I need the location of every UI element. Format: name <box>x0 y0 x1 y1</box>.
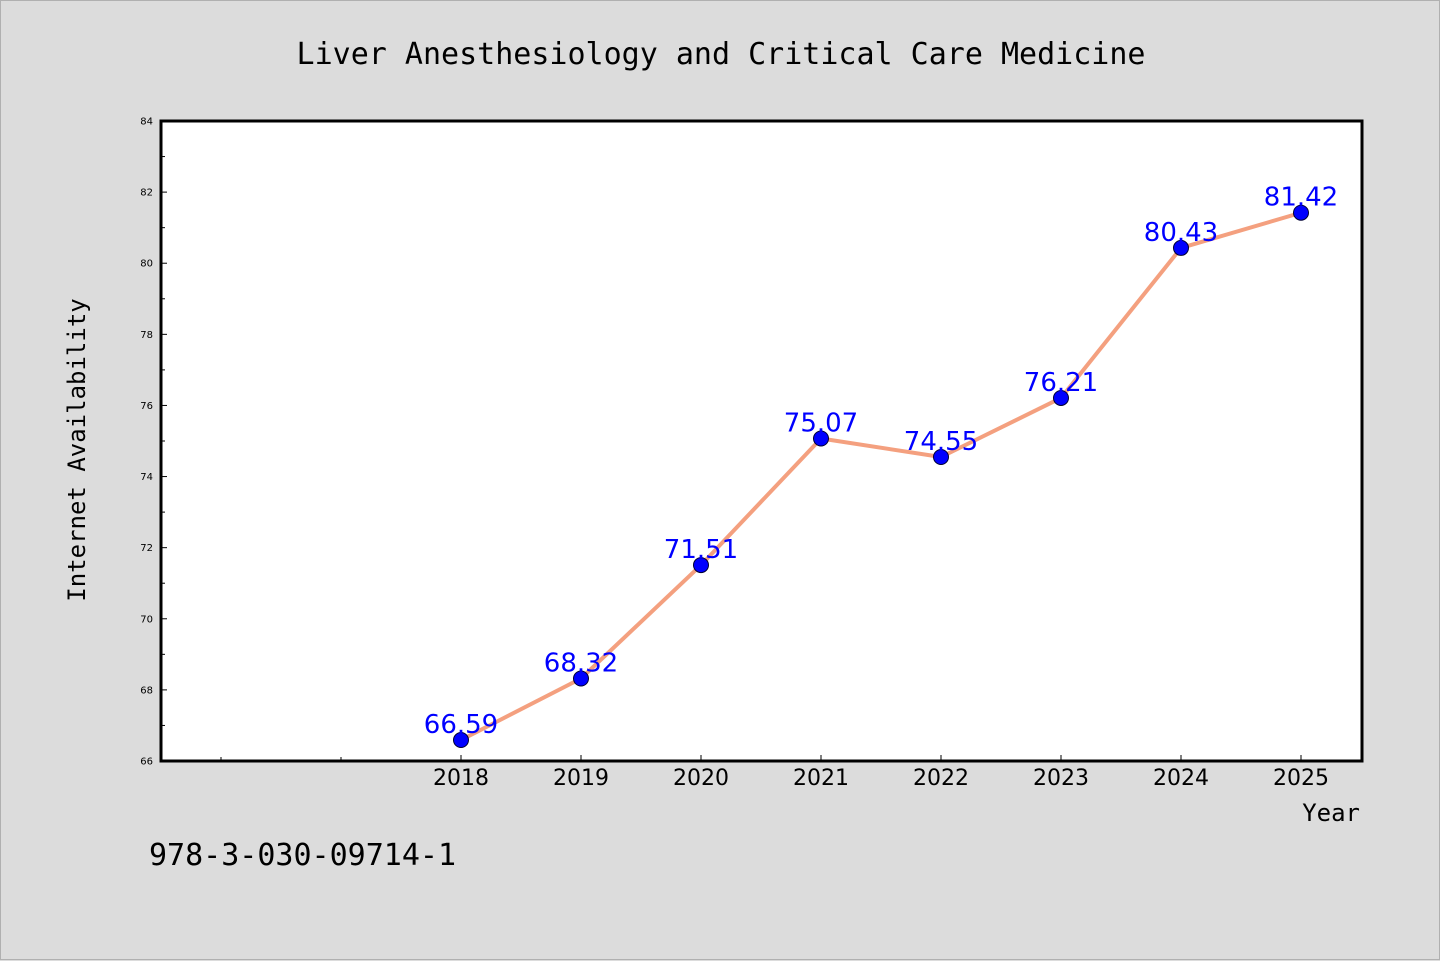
data-point <box>1173 239 1189 256</box>
data-labels: 66.59 68.32 71.51 75.07 74.55 76.21 80.43 81.42 <box>424 183 1338 740</box>
y-axis: 66 68 70 72 74 76 78 80 82 84 <box>140 117 167 768</box>
x-tick-label: 2019 <box>553 766 609 791</box>
y-tick-label: 68 <box>140 685 153 696</box>
data-label: 75.07 <box>784 409 858 439</box>
data-label: 74.55 <box>904 427 978 457</box>
data-point <box>1293 204 1309 221</box>
plot-area <box>159 119 1364 763</box>
x-tick-label: 2021 <box>793 766 849 791</box>
data-point <box>693 557 709 574</box>
y-tick-label: 78 <box>140 330 153 341</box>
y-tick-label: 74 <box>140 472 153 483</box>
x-tick-label: 2024 <box>1153 766 1209 791</box>
y-tick-label: 84 <box>140 117 153 128</box>
data-label: 66.59 <box>424 710 498 740</box>
data-point <box>933 449 949 465</box>
data-label: 76.21 <box>1024 368 1098 398</box>
data-point <box>453 732 469 749</box>
data-point <box>813 430 829 447</box>
x-tick-label: 2022 <box>913 766 969 791</box>
x-tick-label: 2018 <box>433 766 489 791</box>
y-axis-label: Internet Availability <box>63 298 91 601</box>
y-tick-label: 66 <box>140 757 153 768</box>
x-tick-label: 2020 <box>673 766 729 791</box>
data-label: 71.51 <box>664 535 738 565</box>
data-point <box>573 670 589 687</box>
isbn-footnote: 978-3-030-09714-1 <box>149 838 456 873</box>
series-layer <box>453 204 1309 749</box>
y-tick-label: 76 <box>140 401 153 412</box>
y-tick-label: 80 <box>140 259 153 270</box>
data-label: 68.32 <box>544 649 618 679</box>
y-tick-label: 72 <box>140 543 153 554</box>
x-axis: 2018 2019 2020 2021 2022 2023 2024 2025 <box>220 755 1329 791</box>
x-axis-label: Year <box>1302 799 1360 827</box>
y-tick-label: 70 <box>140 614 153 625</box>
data-label: 80.43 <box>1144 218 1218 248</box>
y-tick-label: 82 <box>140 188 153 199</box>
x-tick-label: 2025 <box>1273 766 1329 791</box>
chart-title: Liver Anesthesiology and Critical Care M… <box>297 37 1146 72</box>
series-line <box>459 210 1303 743</box>
data-point <box>1053 389 1069 406</box>
x-tick-label: 2023 <box>1033 766 1089 791</box>
data-label: 81.42 <box>1264 183 1338 213</box>
